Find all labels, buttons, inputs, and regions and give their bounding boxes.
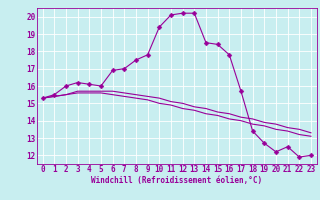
X-axis label: Windchill (Refroidissement éolien,°C): Windchill (Refroidissement éolien,°C) xyxy=(91,176,262,185)
